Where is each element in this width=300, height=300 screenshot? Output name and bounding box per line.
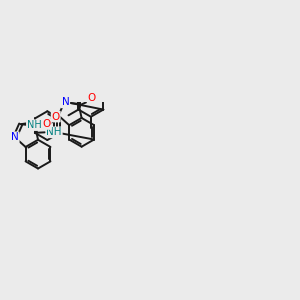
Text: O: O bbox=[43, 119, 51, 129]
Text: NH: NH bbox=[46, 127, 62, 137]
Text: N: N bbox=[11, 132, 19, 142]
Text: NH: NH bbox=[27, 120, 42, 130]
Text: O: O bbox=[52, 112, 60, 122]
Text: O: O bbox=[88, 93, 96, 103]
Text: N: N bbox=[61, 98, 69, 107]
